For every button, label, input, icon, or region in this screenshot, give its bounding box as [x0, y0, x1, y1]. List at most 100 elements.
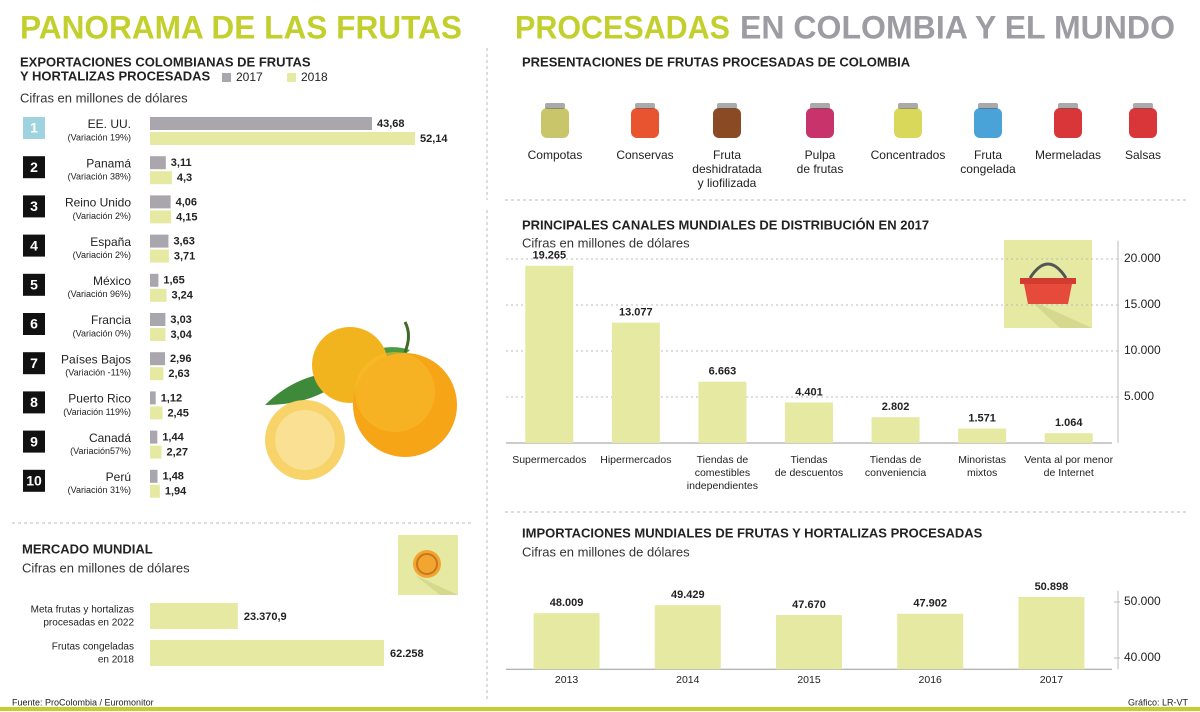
- category-label: Reino Unido: [65, 196, 131, 210]
- variation-note: (Variación 119%): [63, 407, 131, 417]
- category-label: procesadas en 2022: [43, 618, 134, 629]
- dollar-icon: [398, 535, 458, 595]
- x-tick-label: 2015: [797, 674, 821, 686]
- category-label: EE. UU.: [88, 117, 131, 131]
- value-label: 2.802: [882, 401, 910, 413]
- value-label: 52,14: [420, 133, 448, 145]
- value-label: 1,65: [163, 275, 184, 287]
- bar: [654, 605, 721, 670]
- value-label: 1,44: [162, 432, 184, 444]
- value-label: 13.077: [619, 307, 653, 319]
- value-label: 1.571: [968, 412, 996, 424]
- x-tick-label: Tiendas de: [697, 454, 749, 466]
- variation-note: (Variación57%): [70, 446, 131, 456]
- bar: [533, 613, 600, 670]
- bar: [150, 367, 164, 381]
- basket-icon: [1004, 240, 1092, 328]
- value-label: 23.370,9: [244, 611, 287, 623]
- x-tick-label: comestibles: [695, 467, 750, 479]
- icon: [974, 108, 1002, 138]
- rank: 6: [30, 316, 38, 332]
- icon-detail: [545, 103, 565, 109]
- icon-label: Conservas: [616, 148, 673, 162]
- category-label: Francia: [91, 313, 131, 327]
- rank: 9: [30, 433, 38, 449]
- x-tick-label: 2014: [676, 674, 700, 686]
- rank: 1: [30, 120, 38, 136]
- value-label: 3,04: [170, 329, 192, 341]
- value-label: 2,27: [167, 447, 188, 459]
- bar: [150, 195, 171, 209]
- bar: [958, 428, 1007, 443]
- x-tick-label: 2013: [555, 674, 579, 686]
- icon: [806, 108, 834, 138]
- rank-box: [23, 430, 45, 453]
- bar: [150, 430, 158, 444]
- title-highlight: PROCESADAS: [515, 9, 730, 45]
- bar: [150, 445, 162, 459]
- bar: [611, 322, 660, 443]
- value-label: 4,06: [176, 196, 197, 208]
- icon-detail: [1133, 103, 1153, 109]
- variation-note: (Variación 96%): [68, 289, 131, 299]
- x-tick-label: Tiendas de: [870, 454, 922, 466]
- bar: [150, 273, 159, 287]
- category-label: Meta frutas y hortalizas: [31, 605, 134, 616]
- rank-box: [23, 234, 45, 257]
- value-label: 47.902: [913, 598, 947, 610]
- x-tick-label: Minoristas: [958, 454, 1006, 466]
- variation-note: (Variación 19%): [68, 132, 131, 142]
- bar: [150, 352, 166, 366]
- bar: [1018, 596, 1085, 670]
- value-label: 4,3: [177, 172, 192, 184]
- value-label: 4,15: [176, 211, 197, 223]
- source: Fuente: ProColombia / Euromonitor: [12, 697, 154, 707]
- icon-label: congelada: [960, 162, 1016, 176]
- category-label: Países Bajos: [61, 352, 131, 366]
- rank-box: [23, 313, 45, 335]
- icon-label: Concentrados: [871, 148, 946, 162]
- rank: 4: [30, 237, 38, 253]
- category-label: Perú: [106, 470, 131, 484]
- value-label: 48.009: [550, 597, 584, 609]
- value-label: 6.663: [709, 366, 737, 378]
- icon-label: Mermeladas: [1035, 148, 1101, 162]
- rank-box: [23, 195, 45, 218]
- chart-title: MERCADO MUNDIAL: [22, 541, 153, 556]
- y-tick-label: 15.000: [1124, 297, 1161, 311]
- orange-illustration: [265, 321, 457, 480]
- category-label: Panamá: [86, 156, 131, 170]
- bar: [871, 417, 920, 443]
- bar: [150, 313, 166, 326]
- value-label: 1,48: [163, 471, 184, 483]
- title-left: PANORAMA DE LAS FRUTAS: [20, 9, 462, 45]
- value-label: 1.064: [1055, 417, 1083, 429]
- icon-label: Pulpa: [805, 148, 836, 162]
- icon-label: Fruta: [713, 148, 741, 162]
- icon: [894, 108, 922, 138]
- y-tick-label: 50.000: [1124, 594, 1161, 608]
- rank-box: [23, 469, 45, 492]
- x-tick-label: Supermercados: [512, 454, 586, 466]
- bar: [897, 613, 964, 670]
- icon: [1054, 108, 1082, 138]
- rank: 2: [30, 159, 38, 175]
- icon: [631, 108, 659, 138]
- bar: [150, 391, 156, 405]
- variation-note: (Variación 2%): [73, 250, 131, 260]
- title-rest: EN COLOMBIA Y EL MUNDO: [740, 9, 1175, 45]
- x-tick-label: 2016: [919, 674, 943, 686]
- y-tick-label: 40.000: [1124, 650, 1161, 664]
- variation-note: (Variación 38%): [68, 172, 131, 182]
- icon-detail: [898, 103, 918, 109]
- value-label: 3,24: [171, 290, 193, 302]
- rank: 3: [30, 198, 38, 214]
- y-tick-label: 10.000: [1124, 343, 1161, 357]
- category-label: Frutas congeladas: [52, 642, 134, 653]
- value-label: 1,94: [165, 486, 187, 498]
- value-label: 2,45: [167, 407, 188, 419]
- legend-swatch: [287, 73, 296, 82]
- icon-label: Salsas: [1125, 148, 1161, 162]
- icon-label: Compotas: [528, 148, 583, 162]
- bar: [150, 234, 169, 248]
